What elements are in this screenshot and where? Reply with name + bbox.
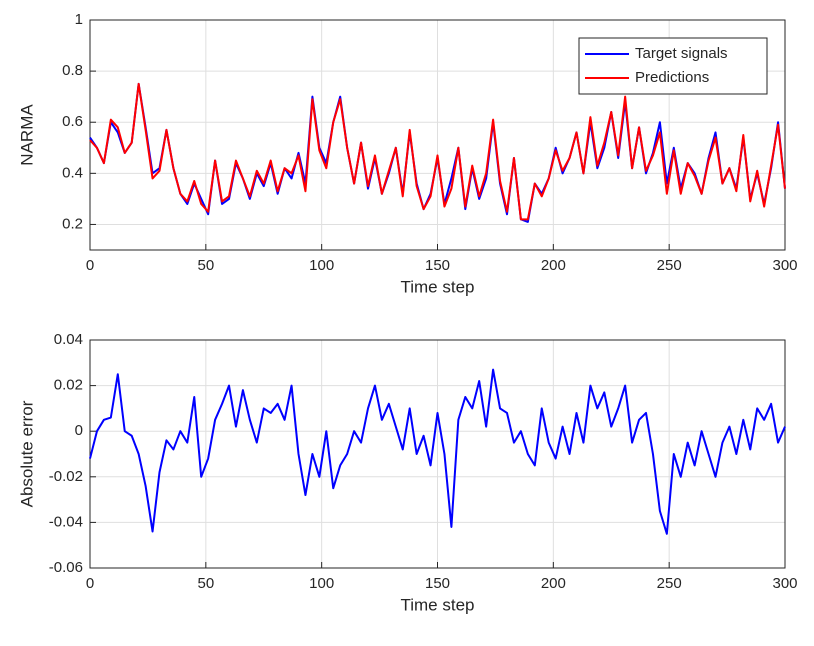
x-tick-label: 100 <box>309 257 334 274</box>
legend-label: Target signals <box>635 45 728 62</box>
x-tick-label: 250 <box>657 575 682 592</box>
y-tick-label: -0.04 <box>49 513 83 530</box>
y-tick-label: -0.02 <box>49 468 83 485</box>
y-tick-label: -0.06 <box>49 559 83 576</box>
y-tick-label: 0.4 <box>62 164 83 181</box>
y-axis-label: Absolute error <box>17 400 36 507</box>
x-tick-label: 50 <box>197 257 214 274</box>
axes-box <box>89 339 786 569</box>
x-tick-label: 100 <box>309 575 334 592</box>
legend-box <box>578 37 768 95</box>
x-axis-label: Time step <box>400 595 474 614</box>
axes-box <box>89 19 786 251</box>
y-tick-label: 0.04 <box>54 331 83 348</box>
x-tick-label: 150 <box>425 257 450 274</box>
x-tick-label: 300 <box>772 575 797 592</box>
x-tick-label: 200 <box>541 257 566 274</box>
y-axis-label: NARMA <box>17 104 36 166</box>
y-tick-label: 0.02 <box>54 377 83 394</box>
x-tick-label: 150 <box>425 575 450 592</box>
x-axis-label: Time step <box>400 277 474 296</box>
legend-label: Predictions <box>635 69 709 86</box>
data-line <box>89 368 786 535</box>
x-tick-label: 300 <box>772 257 797 274</box>
x-tick-label: 200 <box>541 575 566 592</box>
y-tick-label: 0.8 <box>62 62 83 79</box>
x-tick-label: 0 <box>86 575 94 592</box>
y-tick-label: 1 <box>75 11 83 28</box>
data-line <box>89 82 786 221</box>
x-tick-label: 50 <box>197 575 214 592</box>
y-tick-label: 0.6 <box>62 113 83 130</box>
x-tick-label: 0 <box>86 257 94 274</box>
x-tick-label: 250 <box>657 257 682 274</box>
y-tick-label: 0.2 <box>62 215 83 232</box>
y-tick-label: 0 <box>75 422 83 439</box>
